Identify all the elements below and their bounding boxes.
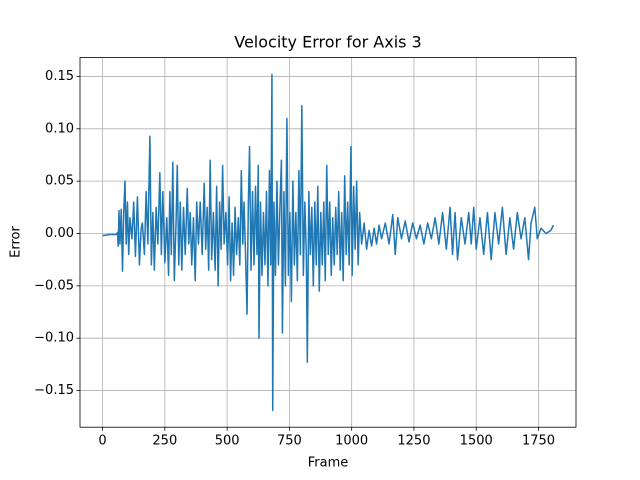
- y-tick-label: 0.05: [45, 174, 74, 189]
- x-tick-label: 1500: [460, 434, 493, 449]
- y-tick-label: −0.05: [34, 278, 74, 293]
- x-tick-label: 0: [98, 434, 106, 449]
- x-tick-label: 750: [277, 434, 302, 449]
- y-tick-label: −0.15: [34, 383, 74, 398]
- y-tick-label: 0.10: [45, 121, 74, 136]
- y-tick-label: 0.15: [45, 69, 74, 84]
- x-tick-label: 1750: [522, 434, 555, 449]
- y-tick-label: 0.00: [45, 226, 74, 241]
- x-tick-label: 250: [152, 434, 177, 449]
- chart-title: Velocity Error for Axis 3: [234, 33, 421, 52]
- x-tick-label: 1250: [397, 434, 430, 449]
- x-tick-label: 1000: [335, 434, 368, 449]
- data-line: [102, 73, 555, 412]
- y-axis-label: Error: [9, 226, 24, 258]
- x-tick-label: 500: [215, 434, 240, 449]
- x-axis-label: Frame: [308, 456, 349, 471]
- y-tick-label: −0.10: [34, 331, 74, 346]
- plot-frame: [79, 57, 577, 428]
